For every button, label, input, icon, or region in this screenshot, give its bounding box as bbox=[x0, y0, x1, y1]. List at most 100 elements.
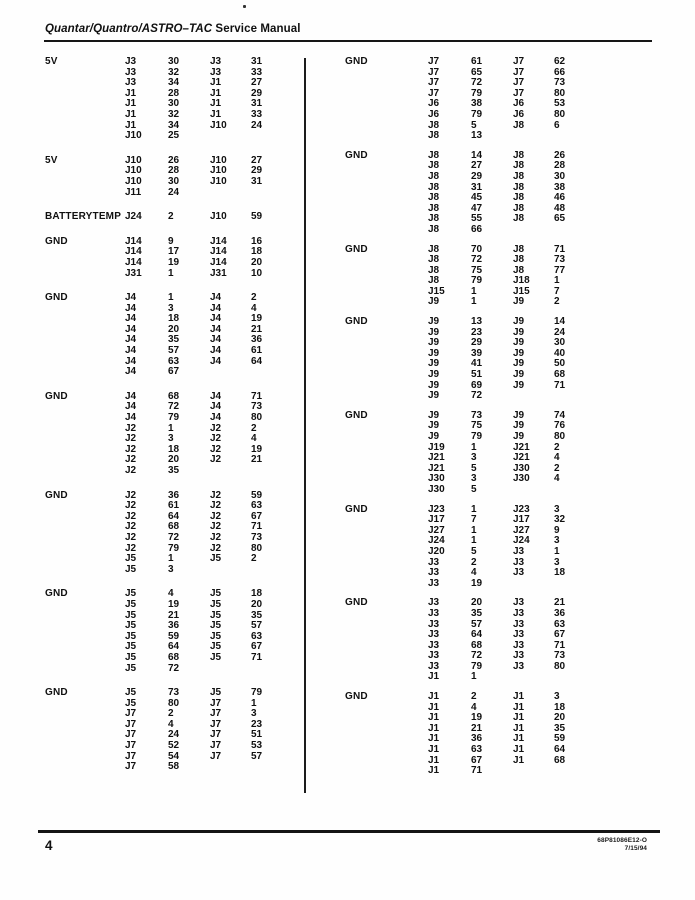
pin-row: J10 28 J10 29 bbox=[125, 166, 291, 177]
connector-id: J9 bbox=[428, 337, 440, 349]
pin-row: J14 9 J14 16 bbox=[125, 235, 291, 248]
connector-id: J5 bbox=[125, 553, 137, 565]
pin-number: 27 bbox=[251, 154, 263, 166]
pin-number: 18 bbox=[168, 443, 180, 455]
signal-group: 5V J3 30 J3 31 J3 32 J3 33 J3 34 J1 27 J1 28 J1 29 J1 30 J1… bbox=[45, 56, 295, 142]
pin-number: 24 bbox=[251, 119, 263, 131]
pin-number: 18 bbox=[168, 313, 180, 325]
pin-number: 21 bbox=[471, 722, 483, 734]
connector-id: J8 bbox=[428, 170, 440, 182]
connector-id: J9 bbox=[513, 358, 525, 370]
connector-id: J4 bbox=[210, 292, 222, 304]
pin-number: 29 bbox=[471, 337, 483, 349]
signal-label: GND bbox=[345, 691, 368, 703]
connector-id: J14 bbox=[210, 246, 227, 258]
pin-number: 38 bbox=[554, 181, 566, 193]
pin-number: 70 bbox=[471, 243, 483, 255]
connector-id: J1 bbox=[513, 744, 525, 756]
pin-rows: J9 73 J9 74 J9 75 J9 76 J9 79 J9 80 J19 1 J21 2 J21 3 J21 4… bbox=[428, 410, 594, 496]
pin-row: J5 3 bbox=[125, 564, 291, 576]
pin-row: J1 2 J1 3 bbox=[428, 691, 594, 703]
signal-group: GND J9 73 J9 74 J9 75 J9 76 J9 79 J9 80 J19 1 J21 2 J21 3 J… bbox=[345, 410, 600, 496]
pin-row: J31 1 J31 10 bbox=[125, 268, 291, 280]
connector-id: J1 bbox=[428, 733, 440, 745]
pin-number: 48 bbox=[554, 202, 566, 214]
connector-id: J10 bbox=[125, 154, 142, 166]
pin-number: 1 bbox=[471, 503, 477, 515]
pin-number: 1 bbox=[168, 422, 174, 434]
pin-number: 67 bbox=[554, 629, 566, 641]
signal-group: GND J23 1 J23 3 J17 7 J17 32 J27 1 J27 9 J24 1 J24 3 J20 5… bbox=[345, 503, 600, 590]
pin-number: 1 bbox=[168, 553, 174, 565]
connector-id: J3 bbox=[125, 56, 137, 67]
connector-id: J7 bbox=[210, 708, 222, 720]
connector-id: J8 bbox=[428, 202, 440, 214]
pin-number: 64 bbox=[251, 355, 263, 367]
connector-id: J9 bbox=[513, 296, 525, 308]
connector-id: J1 bbox=[513, 701, 525, 713]
pin-number: 65 bbox=[554, 213, 566, 225]
connector-id: J30 bbox=[428, 473, 445, 485]
connector-id: J3 bbox=[125, 77, 137, 89]
connector-id: J3 bbox=[428, 556, 440, 568]
connector-id: J14 bbox=[210, 235, 227, 247]
pin-number: 39 bbox=[471, 347, 483, 359]
pin-row: J2 72 J2 73 bbox=[125, 532, 291, 544]
pin-number: 2 bbox=[554, 296, 560, 308]
pin-number: 2 bbox=[554, 441, 560, 453]
pin-number: 23 bbox=[471, 326, 483, 338]
connector-id: J3 bbox=[428, 577, 440, 589]
signal-label: 5V bbox=[45, 56, 58, 67]
connector-id: J8 bbox=[428, 223, 440, 235]
signal-label: GND bbox=[45, 292, 68, 304]
connector-id: J17 bbox=[513, 514, 530, 526]
pin-number: 5 bbox=[471, 462, 477, 474]
connector-id: J9 bbox=[428, 431, 440, 442]
pin-number: 61 bbox=[471, 56, 483, 67]
connector-id: J3 bbox=[428, 607, 440, 619]
pin-number: 36 bbox=[168, 489, 180, 501]
connector-id: J4 bbox=[125, 355, 137, 367]
pin-number: 51 bbox=[251, 729, 263, 741]
pin-number: 57 bbox=[251, 750, 263, 762]
connector-id: J9 bbox=[513, 347, 525, 359]
pin-number: 19 bbox=[168, 256, 180, 268]
connector-id: J1 bbox=[513, 712, 525, 724]
connector-id: J4 bbox=[210, 313, 222, 325]
connector-id: J4 bbox=[125, 345, 137, 357]
connector-id: J8 bbox=[428, 130, 440, 142]
manual-title-suffix: Service Manual bbox=[212, 23, 301, 35]
connector-id: J14 bbox=[125, 246, 142, 258]
connector-id: J3 bbox=[513, 660, 525, 672]
pin-number: 21 bbox=[251, 323, 263, 335]
connector-id: J3 bbox=[513, 545, 525, 557]
connector-id: J15 bbox=[513, 285, 530, 297]
pin-number: 58 bbox=[168, 761, 180, 773]
pin-number: 64 bbox=[168, 510, 180, 522]
signal-group: GND J7 61 J7 62 J7 65 J7 66 J7 72 J7 73 J7 79 J7 80 J6 38 J… bbox=[345, 56, 600, 142]
pin-number: 20 bbox=[251, 256, 263, 268]
pin-number: 66 bbox=[471, 223, 483, 235]
connector-id: J3 bbox=[210, 66, 222, 78]
connector-id: J1 bbox=[125, 119, 137, 131]
pin-row: J30 5 bbox=[428, 484, 594, 496]
pin-row: J3 68 J3 71 bbox=[428, 640, 594, 652]
pin-row: J3 2 J3 3 bbox=[428, 556, 594, 569]
connector-id: J3 bbox=[513, 629, 525, 641]
pin-row: J1 30 J1 31 bbox=[125, 99, 291, 110]
pin-number: 35 bbox=[168, 334, 180, 346]
pin-number: 1 bbox=[471, 285, 477, 297]
connector-id bbox=[513, 131, 554, 142]
connector-id: J14 bbox=[125, 256, 142, 268]
connector-id: J17 bbox=[428, 514, 445, 526]
connector-id: J10 bbox=[125, 175, 142, 187]
connector-id: J24 bbox=[428, 535, 445, 547]
pin-number: 72 bbox=[471, 77, 483, 89]
pin-number: 4 bbox=[554, 452, 560, 464]
pin-row: J7 52 J7 53 bbox=[125, 740, 291, 752]
pin-number: 46 bbox=[554, 192, 566, 204]
pin-number: 13 bbox=[471, 316, 483, 328]
connector-id: J5 bbox=[125, 641, 137, 653]
pin-row: J5 19 J5 20 bbox=[125, 599, 291, 611]
